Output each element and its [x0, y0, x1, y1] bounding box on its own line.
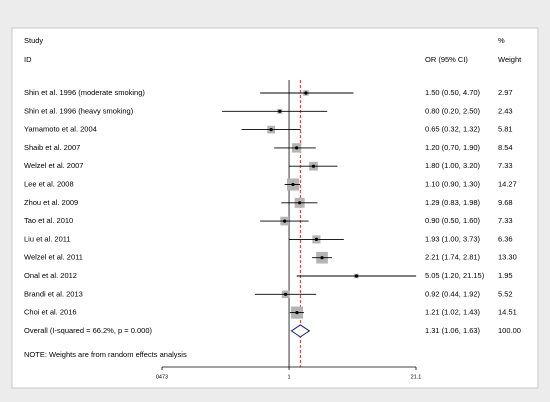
estimate-label: 1.50 (0.50, 4.70)	[425, 88, 481, 97]
header-id: ID	[24, 55, 32, 64]
point-estimate	[354, 274, 359, 278]
weight-label: 14.27	[498, 179, 517, 188]
study-label: Shaib et al. 2007	[24, 143, 80, 152]
estimate-label: 1.20 (0.70, 1.90)	[425, 143, 481, 152]
study-label: Welzel et al. 2007	[24, 161, 83, 170]
estimate-label: 1.80 (1.00, 3.20)	[425, 161, 481, 170]
study-label: Yamamoto et al. 2004	[24, 125, 97, 134]
weight-label: 14.51	[498, 308, 517, 317]
estimate-label: 0.92 (0.44, 1.92)	[425, 289, 481, 298]
estimate-label: 0.65 (0.32, 1.32)	[425, 125, 481, 134]
weight-label: 2.43	[498, 106, 513, 115]
overall-diamond	[290, 324, 311, 338]
point-estimate	[291, 182, 295, 187]
estimate-label: 0.80 (0.20, 2.50)	[425, 106, 481, 115]
study-label: Lee et al. 2008	[24, 179, 74, 188]
study-label: Brandi et al. 2013	[24, 289, 83, 298]
point-estimate	[295, 311, 299, 315]
point-estimate	[283, 292, 288, 296]
weight-label: 2.97	[498, 88, 513, 97]
estimate-label: 0.90 (0.50, 1.60)	[425, 216, 481, 225]
point-estimate	[298, 201, 302, 205]
weight-label: 6.36	[498, 234, 513, 243]
overall-estimate: 1.31 (1.06, 1.63)	[425, 326, 481, 335]
study-label: Shin et al. 1996 (moderate smoking)	[24, 88, 145, 97]
study-label: Onal et al. 2012	[24, 271, 77, 280]
weight-label: 7.33	[498, 161, 513, 170]
header-study: Study	[24, 36, 43, 45]
point-estimate	[304, 91, 308, 95]
point-estimate	[314, 237, 319, 241]
weight-label: 5.81	[498, 125, 513, 134]
estimate-label: 1.10 (0.90, 1.30)	[425, 179, 481, 188]
weight-label: 8.54	[498, 143, 513, 152]
overall-weight: 100.00	[498, 326, 521, 335]
point-estimate	[295, 146, 299, 150]
study-label: Welzel et al. 2011	[24, 253, 83, 262]
x-tick-label: 21.1	[411, 374, 422, 380]
x-tick-label: 1	[288, 374, 291, 380]
estimate-label: 1.29 (0.83, 1.98)	[425, 198, 481, 207]
point-estimate	[283, 219, 287, 223]
study-label: Tao et al. 2010	[24, 216, 73, 225]
overall-label: Overall (I-squared = 66.2%, p = 0.000)	[24, 326, 152, 335]
study-label: Shin et al. 1996 (heavy smoking)	[24, 106, 134, 115]
header-estimate: OR (95% CI)	[425, 55, 468, 64]
point-estimate	[320, 256, 324, 260]
study-label: Liu et al. 2011	[24, 234, 71, 243]
header-pct: %	[498, 36, 505, 45]
header-weight: Weight	[498, 55, 522, 64]
estimate-label: 1.93 (1.00, 3.73)	[425, 234, 481, 243]
plot-frame	[11, 27, 539, 389]
estimate-label: 2.21 (1.74, 2.81)	[425, 253, 481, 262]
weight-label: 9.68	[498, 198, 513, 207]
weight-label: 1.95	[498, 271, 513, 280]
weight-label: 13.30	[498, 253, 517, 262]
weight-label: 7.33	[498, 216, 513, 225]
weight-label: 5.52	[498, 289, 513, 298]
study-label: Choi et al. 2016	[24, 308, 77, 317]
note: NOTE: Weights are from random effects an…	[24, 350, 187, 359]
study-label: Zhou et al. 2009	[24, 198, 78, 207]
point-estimate	[278, 109, 282, 113]
estimate-label: 1.21 (1.02, 1.43)	[425, 308, 481, 317]
estimate-label: 5.05 (1.20, 21.15)	[425, 271, 485, 280]
point-estimate	[311, 164, 316, 168]
point-estimate	[269, 128, 273, 132]
x-tick-label: 0473	[156, 374, 168, 380]
